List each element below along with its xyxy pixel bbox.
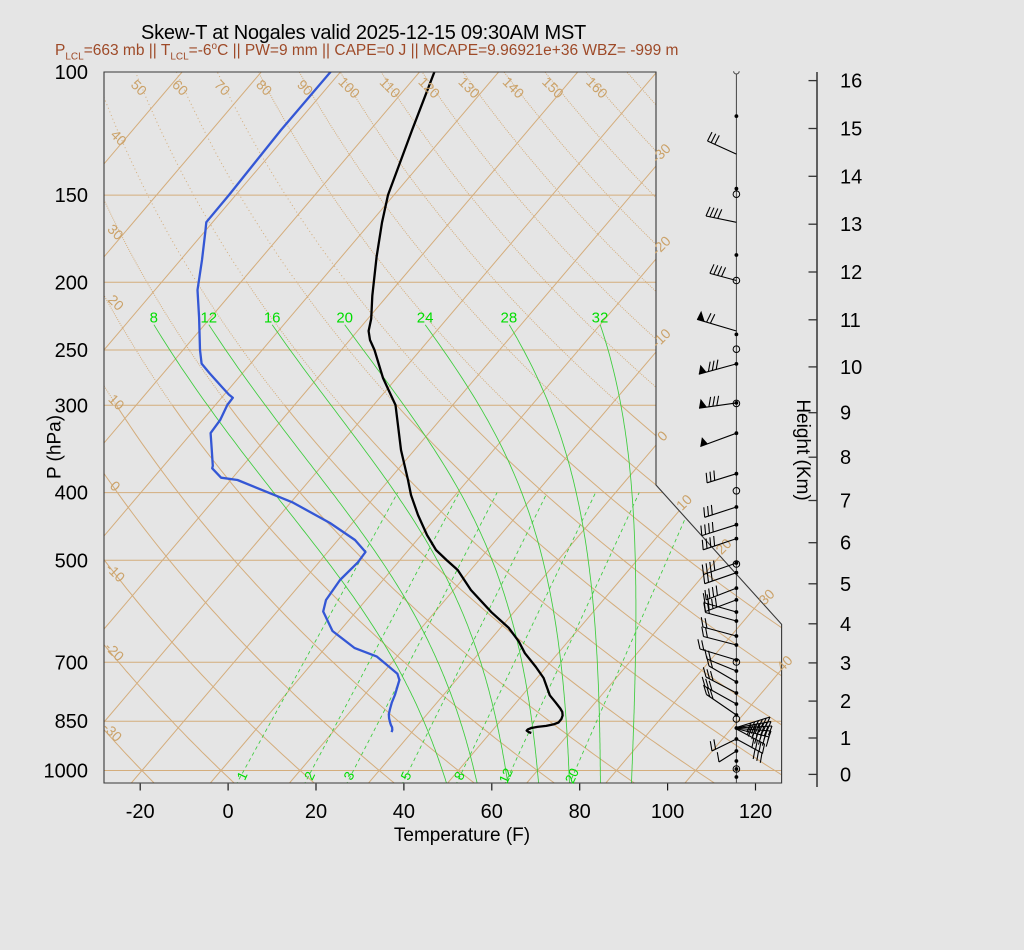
svg-text:120: 120 xyxy=(739,801,772,823)
svg-text:150: 150 xyxy=(55,185,88,207)
svg-text:-20: -20 xyxy=(648,233,674,259)
svg-text:400: 400 xyxy=(55,483,88,505)
svg-text:70: 70 xyxy=(211,76,233,98)
svg-text:30: 30 xyxy=(755,586,777,608)
svg-text:130: 130 xyxy=(455,74,483,102)
svg-text:500: 500 xyxy=(55,550,88,572)
svg-text:20: 20 xyxy=(712,535,734,557)
svg-text:0: 0 xyxy=(223,801,234,823)
svg-text:8: 8 xyxy=(150,310,158,327)
svg-text:60: 60 xyxy=(169,76,191,98)
svg-text:4: 4 xyxy=(840,614,851,636)
svg-text:850: 850 xyxy=(55,711,88,733)
svg-text:Temperature (F): Temperature (F) xyxy=(394,825,530,846)
svg-text:80: 80 xyxy=(253,76,275,98)
svg-text:Height (Km): Height (Km) xyxy=(792,399,813,500)
svg-text:100: 100 xyxy=(55,62,88,84)
svg-text:20: 20 xyxy=(336,310,353,327)
svg-text:50: 50 xyxy=(128,76,150,98)
svg-text:16: 16 xyxy=(264,310,281,327)
svg-text:6: 6 xyxy=(840,533,851,555)
svg-text:5: 5 xyxy=(398,769,415,782)
svg-text:20: 20 xyxy=(105,291,127,313)
svg-text:-20: -20 xyxy=(126,801,155,823)
svg-text:20: 20 xyxy=(305,801,327,823)
svg-text:40: 40 xyxy=(108,126,130,148)
svg-text:12: 12 xyxy=(840,262,862,284)
svg-text:40: 40 xyxy=(773,652,795,674)
svg-text:1: 1 xyxy=(840,728,851,750)
svg-text:P (hPa): P (hPa) xyxy=(45,415,66,479)
svg-text:700: 700 xyxy=(55,652,88,674)
svg-text:-20: -20 xyxy=(102,639,128,665)
svg-text:10: 10 xyxy=(840,357,862,379)
svg-text:2: 2 xyxy=(301,769,318,782)
svg-text:200: 200 xyxy=(55,272,88,294)
svg-text:13: 13 xyxy=(840,214,862,236)
svg-text:12: 12 xyxy=(496,766,516,786)
svg-text:3: 3 xyxy=(840,653,851,675)
svg-text:160: 160 xyxy=(583,74,611,102)
svg-text:14: 14 xyxy=(840,166,862,188)
svg-text:40: 40 xyxy=(393,801,415,823)
svg-text:7: 7 xyxy=(840,491,851,513)
svg-text:300: 300 xyxy=(55,395,88,417)
svg-text:15: 15 xyxy=(840,119,862,141)
svg-text:250: 250 xyxy=(55,340,88,362)
svg-text:90: 90 xyxy=(294,76,316,98)
svg-text:16: 16 xyxy=(840,71,862,93)
svg-text:100: 100 xyxy=(651,801,684,823)
svg-text:5: 5 xyxy=(840,574,851,596)
svg-text:0: 0 xyxy=(840,764,851,786)
svg-text:28: 28 xyxy=(501,310,518,327)
svg-text:8: 8 xyxy=(840,447,851,469)
svg-text:12: 12 xyxy=(200,310,217,327)
svg-text:9: 9 xyxy=(840,403,851,425)
svg-text:0: 0 xyxy=(107,478,124,495)
svg-text:11: 11 xyxy=(840,310,861,332)
svg-text:80: 80 xyxy=(569,801,591,823)
svg-text:60: 60 xyxy=(481,801,503,823)
svg-text:1: 1 xyxy=(234,769,251,782)
svg-text:2: 2 xyxy=(840,691,851,713)
svg-text:100: 100 xyxy=(335,74,363,102)
svg-text:20: 20 xyxy=(562,766,582,786)
svg-text:3: 3 xyxy=(341,769,358,782)
svg-text:150: 150 xyxy=(539,74,567,102)
svg-text:32: 32 xyxy=(592,310,609,327)
svg-text:24: 24 xyxy=(417,310,434,327)
svg-text:10: 10 xyxy=(673,491,695,513)
svg-text:-10: -10 xyxy=(648,325,674,351)
svg-text:110: 110 xyxy=(377,74,404,101)
svg-text:1000: 1000 xyxy=(44,761,89,783)
svg-text:-30: -30 xyxy=(648,140,674,166)
